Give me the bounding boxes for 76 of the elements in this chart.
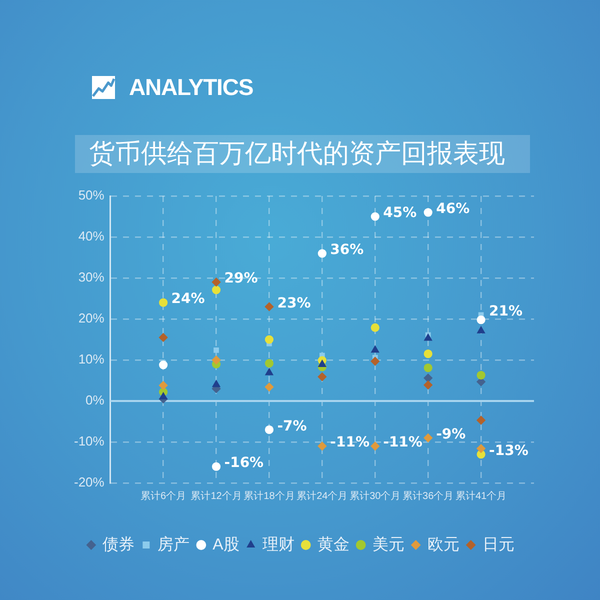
point (370, 212, 380, 221)
legend-label: 债券 (102, 535, 135, 554)
y-tick-label: 0% (86, 392, 105, 408)
data-label: -11% (383, 434, 422, 451)
point (264, 358, 274, 368)
point (318, 360, 327, 368)
data-label: -13% (489, 442, 528, 459)
y-tick-label: 50% (78, 188, 105, 203)
point (212, 278, 221, 287)
x-tick-label: 累计41个月 (455, 490, 507, 502)
point (318, 249, 326, 258)
point (476, 316, 486, 324)
legend-label: 理财 (262, 535, 294, 554)
y-tick-label: 20% (78, 310, 105, 326)
point (370, 356, 380, 366)
point (476, 326, 486, 334)
x-tick-label: 累计6个月 (140, 490, 186, 502)
x-tick-label: 累计24个月 (296, 490, 348, 502)
point (318, 372, 327, 382)
point (370, 323, 380, 332)
point (424, 333, 432, 341)
point (423, 433, 433, 442)
legend-label: A股 (212, 536, 240, 554)
y-tick-label: 40% (78, 228, 105, 244)
point (158, 392, 168, 400)
point (424, 208, 432, 217)
point (476, 444, 486, 454)
chart-title: 货币供给百万亿时代的资产回报表现 (75, 135, 530, 173)
text: ANALYTICS (129, 74, 254, 100)
point (159, 360, 168, 370)
data-label: -7% (277, 418, 307, 434)
point (318, 442, 327, 451)
x-tick-label: 累计12个月 (190, 490, 242, 502)
data-label: 46% (436, 201, 470, 218)
y-tick-label: -10% (74, 434, 105, 449)
data-label: -16% (224, 455, 264, 472)
point (370, 345, 380, 353)
data-label: 24% (171, 291, 205, 308)
point (423, 373, 433, 383)
data-label: -9% (436, 426, 466, 443)
point (476, 416, 486, 425)
point (212, 380, 221, 388)
point (212, 286, 221, 294)
point (476, 370, 486, 380)
y-tick-label: 10% (78, 352, 105, 367)
data-label: 36% (330, 242, 364, 258)
point (423, 380, 433, 390)
point (159, 298, 168, 307)
data-label: -11% (330, 434, 370, 451)
point (212, 462, 221, 471)
point (158, 332, 168, 342)
point (264, 382, 274, 392)
x-tick-label: 累计18个月 (244, 490, 295, 502)
point (424, 363, 432, 372)
point (158, 380, 168, 390)
data-label: 45% (383, 205, 417, 222)
point (264, 425, 274, 434)
y-tick-label: -20% (74, 474, 105, 490)
x-tick-label: 累计30个月 (350, 490, 401, 502)
point (264, 368, 274, 376)
y-tick-label: 30% (78, 270, 105, 285)
point (424, 350, 432, 358)
x-tick-label: 累计36个月 (402, 490, 454, 502)
legend-label: 美元 (372, 535, 404, 554)
legend-label: 欧元 (427, 536, 460, 554)
data-label: 23% (277, 295, 311, 312)
point (214, 347, 219, 353)
data-label: 21% (489, 304, 523, 320)
point (212, 355, 221, 365)
data-label: 29% (224, 270, 258, 287)
point (264, 302, 274, 312)
legend-label: 房产 (158, 535, 190, 554)
point (264, 335, 274, 344)
legend-label: 黄金 (317, 535, 350, 554)
point (370, 442, 380, 451)
legend-label: 日元 (482, 536, 514, 554)
